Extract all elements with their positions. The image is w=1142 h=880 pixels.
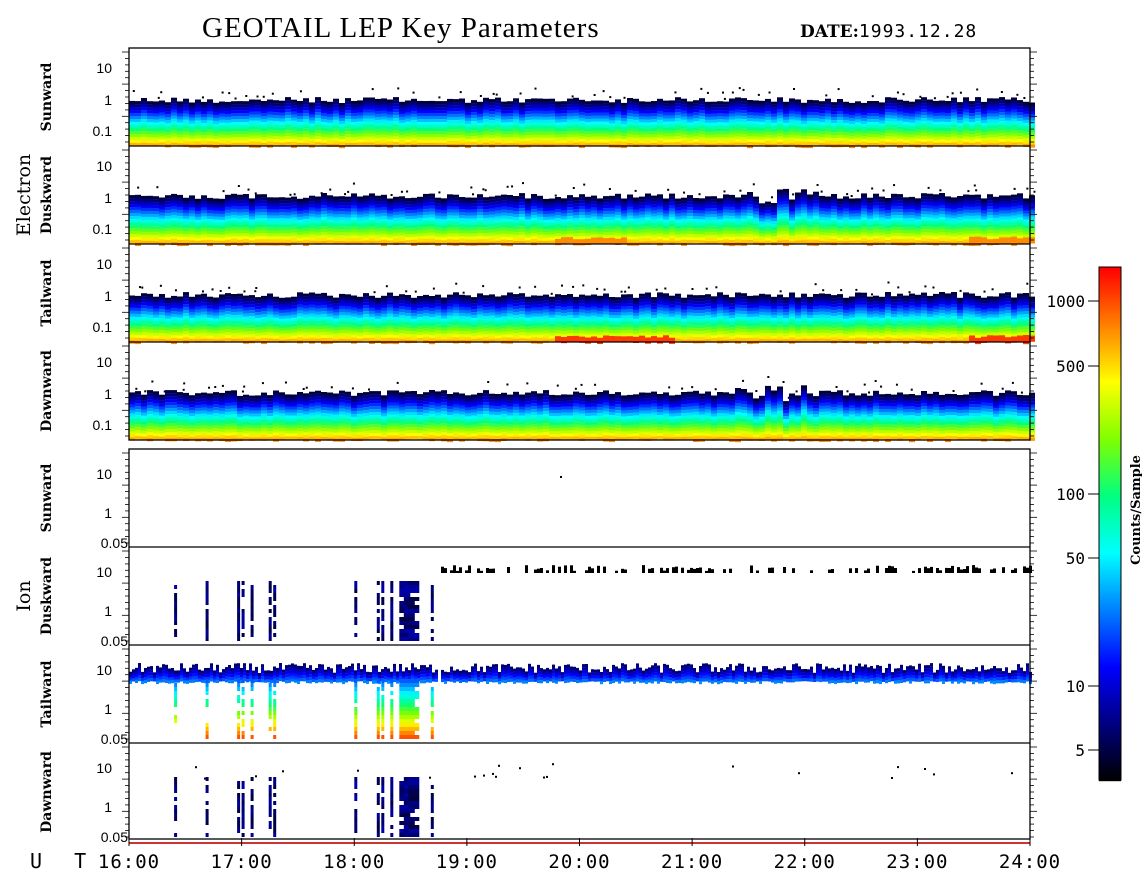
panel-label-tailward: Tailward (39, 660, 55, 727)
panel-label-tailward: Tailward (39, 259, 55, 326)
x-tick-label: 17:00 (211, 851, 273, 873)
x-tick-label: 18:00 (323, 851, 385, 873)
y-tick-label: 1 (104, 386, 112, 402)
y-tick-label: 10 (96, 662, 112, 678)
ion-spectrogram-dawnward (174, 763, 1013, 837)
y-tick-label: 10 (96, 158, 112, 174)
y-tick-label: 1 (104, 190, 112, 206)
y-tick-label: 0.1 (93, 319, 113, 335)
electron-spectrogram-tailward (129, 281, 1035, 345)
ion-spectrogram-tailward (129, 663, 1032, 739)
x-tick-label: 24:00 (999, 851, 1061, 873)
electron-spectrogram-duskward (129, 182, 1036, 247)
electron-spectrogram-sunward (129, 87, 1035, 149)
panel-label-duskward: Duskward (39, 557, 55, 635)
colorbar-tick-label: 1000 (1046, 292, 1085, 311)
panel-label-sunward: Sunward (39, 463, 55, 532)
group-label-electron: Electron (13, 154, 35, 236)
ion-spectrogram-duskward (174, 565, 1032, 641)
y-tick-label: 1 (104, 505, 112, 521)
y-tick-label: 0.1 (93, 417, 113, 433)
date-value: 1993.12.28 (858, 21, 978, 42)
x-tick-label: 21:00 (661, 851, 723, 873)
colorbar-frame (1098, 266, 1122, 781)
colorbar-tick-label: 100 (1056, 485, 1085, 504)
colorbar-label: Counts/Sample (1129, 455, 1142, 565)
colorbar-tick-label: 10 (1066, 677, 1085, 696)
y-tick-label: 1 (104, 92, 112, 108)
panel-label-duskward: Duskward (39, 156, 55, 234)
group-label-ion: Ion (13, 580, 35, 611)
y-tick-label: 0.1 (93, 123, 113, 139)
panel-label-dawnward: Dawnward (39, 350, 55, 432)
panel-label-sunward: Sunward (39, 62, 55, 131)
electron-spectrogram-dawnward (129, 376, 1035, 443)
colorbar-tick-label: 500 (1056, 357, 1085, 376)
y-tick-label: 1 (104, 701, 112, 717)
x-tick-label: 22:00 (774, 851, 836, 873)
panel-group-frame-ion (128, 448, 1031, 840)
y-tick-label: 1 (104, 288, 112, 304)
ion-spectrogram-sunward (560, 476, 562, 478)
colorbar-tick-label: 50 (1066, 549, 1085, 568)
date-readout: DATE:1993.12.28 (800, 20, 977, 42)
y-tick-label: 10 (96, 564, 112, 580)
y-tick-label: 0.05 (101, 731, 128, 747)
chart-title: GEOTAIL LEP Key Parameters (202, 12, 600, 44)
ut-axis-label: U T (30, 849, 97, 873)
x-tick-label: 19:00 (436, 851, 498, 873)
y-tick-label: 0.05 (101, 829, 128, 845)
y-tick-label: 10 (96, 256, 112, 272)
colorbar-tick-label: 5 (1075, 741, 1085, 760)
y-tick-label: 10 (96, 760, 112, 776)
y-tick-label: 10 (96, 466, 112, 482)
y-tick-label: 0.1 (93, 221, 113, 237)
y-tick-label: 1 (104, 603, 112, 619)
x-tick-label: 20:00 (548, 851, 610, 873)
x-tick-label: 16:00 (98, 851, 160, 873)
y-tick-label: 0.05 (101, 633, 128, 649)
panel-label-dawnward: Dawnward (39, 751, 55, 833)
x-tick-label: 23:00 (886, 851, 948, 873)
y-tick-label: 10 (96, 354, 112, 370)
y-tick-label: 0.05 (101, 535, 128, 551)
colorbar (1099, 267, 1121, 782)
date-label: DATE: (800, 22, 859, 42)
y-tick-label: 1 (104, 799, 112, 815)
y-tick-label: 10 (96, 60, 112, 76)
